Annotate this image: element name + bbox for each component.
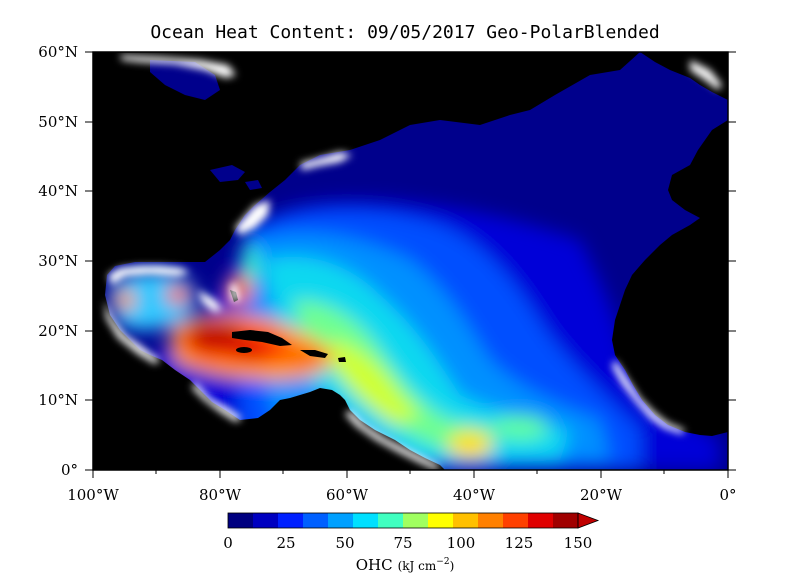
y-tick-label: 60°N bbox=[38, 43, 78, 61]
colorbar-swatch bbox=[303, 513, 329, 528]
y-tick-label: 10°N bbox=[38, 391, 78, 409]
x-tick-label: 20°W bbox=[580, 486, 623, 504]
colorbar-swatch bbox=[528, 513, 554, 528]
colorbar-tick-label: 50 bbox=[335, 534, 354, 552]
colorbar-tick-label: 125 bbox=[505, 534, 534, 552]
colorbar-swatch bbox=[228, 513, 254, 528]
y-tick-label: 20°N bbox=[38, 322, 78, 340]
tick-marks bbox=[85, 51, 736, 478]
colorbar-swatch bbox=[403, 513, 429, 528]
colorbar-tick-label: 75 bbox=[393, 534, 412, 552]
colorbar-label-exp: −2 bbox=[436, 557, 449, 567]
x-tick-label: 80°W bbox=[199, 486, 242, 504]
inland-water bbox=[150, 60, 262, 190]
colorbar-swatch bbox=[503, 513, 529, 528]
colorbar-arrow bbox=[577, 512, 600, 529]
x-tick-label: 0° bbox=[719, 486, 736, 504]
colorbar: 0 25 50 75 100 125 150 OHC (kJ cm−2) bbox=[223, 512, 600, 574]
y-tick-label: 0° bbox=[61, 461, 78, 479]
colorbar-tick-label: 100 bbox=[447, 534, 476, 552]
colorbar-swatch bbox=[553, 513, 579, 528]
colorbar-label-units: (kJ cm bbox=[398, 559, 437, 573]
colorbar-label-main: OHC bbox=[356, 556, 393, 574]
colorbar-swatches bbox=[228, 513, 579, 528]
x-tick-labels: 100°W 80°W 60°W 40°W 20°W 0° bbox=[67, 486, 736, 504]
y-tick-labels: 60°N 50°N 40°N 30°N 20°N 10°N 0° bbox=[38, 43, 78, 479]
map-title: Ocean Heat Content: 09/05/2017 Geo-Polar… bbox=[150, 22, 659, 43]
colorbar-swatch bbox=[353, 513, 379, 528]
colorbar-swatch bbox=[328, 513, 354, 528]
colorbar-units-label: OHC (kJ cm−2) bbox=[356, 556, 455, 574]
colorbar-swatch bbox=[453, 513, 479, 528]
colorbar-tick-label: 0 bbox=[223, 534, 233, 552]
colorbar-swatch bbox=[428, 513, 454, 528]
colorbar-label-close: ) bbox=[450, 559, 455, 573]
map-area bbox=[93, 52, 728, 470]
x-tick-label: 40°W bbox=[453, 486, 496, 504]
colorbar-swatch bbox=[278, 513, 304, 528]
y-tick-label: 50°N bbox=[38, 113, 78, 131]
x-tick-label: 60°W bbox=[326, 486, 369, 504]
colorbar-tick-label: 150 bbox=[564, 534, 593, 552]
y-tick-label: 30°N bbox=[38, 252, 78, 270]
colorbar-frame bbox=[227, 512, 579, 529]
colorbar-swatch bbox=[378, 513, 404, 528]
land-masses bbox=[93, 52, 728, 470]
colorbar-swatch bbox=[253, 513, 279, 528]
y-tick-label: 40°N bbox=[38, 182, 78, 200]
colorbar-tick-label: 25 bbox=[276, 534, 295, 552]
x-tick-label: 100°W bbox=[67, 486, 119, 504]
colorbar-swatch bbox=[478, 513, 504, 528]
no-data-fringe bbox=[105, 55, 722, 470]
